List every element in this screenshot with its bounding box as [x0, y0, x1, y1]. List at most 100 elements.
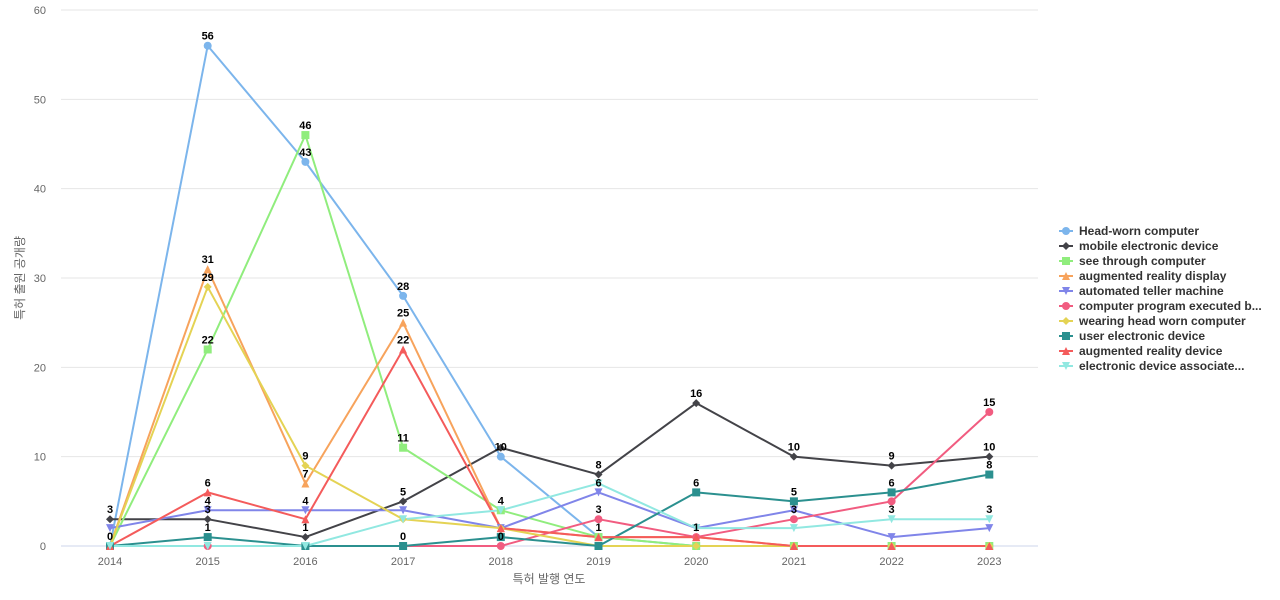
legend-item[interactable]: augmented reality display: [1059, 269, 1227, 283]
series-marker: [399, 443, 408, 452]
series-marker: [203, 533, 212, 542]
x-tick-label: 2018: [489, 556, 513, 568]
series-marker: [692, 524, 701, 533]
legend-label: see through computer: [1079, 254, 1206, 268]
series-marker: [692, 542, 701, 550]
series-marker: [301, 131, 310, 140]
data-label: 1: [302, 522, 308, 534]
series-marker: [106, 515, 114, 524]
series-line: [109, 268, 991, 547]
series-marker: [496, 542, 505, 550]
legend-item[interactable]: Head-worn computer: [1059, 224, 1199, 238]
data-label: 10: [495, 442, 507, 454]
y-tick-label: 10: [34, 452, 46, 464]
legend-item[interactable]: augmented reality device: [1059, 344, 1223, 358]
legend-item[interactable]: user electronic device: [1059, 329, 1205, 343]
series-markers: [106, 41, 994, 550]
series-marker: [1062, 257, 1070, 265]
series-marker: [399, 318, 408, 327]
series-marker: [789, 506, 798, 515]
series-marker: [301, 479, 310, 488]
series-marker: [887, 533, 896, 542]
series-marker: [692, 399, 701, 408]
series-marker: [789, 515, 798, 524]
data-label: 0: [498, 531, 504, 543]
data-label: 6: [889, 477, 895, 489]
series-marker: [789, 452, 798, 461]
series-marker: [1062, 287, 1070, 295]
data-label: 3: [986, 504, 992, 516]
series-line: [109, 44, 991, 547]
series-marker: [594, 479, 603, 488]
x-tick-label: 2021: [782, 556, 806, 568]
data-label: 56: [202, 31, 214, 43]
x-axis-title: 특허 발행 연도: [513, 571, 586, 586]
series-marker: [399, 506, 408, 515]
data-label: 25: [397, 308, 409, 320]
data-label: 10: [788, 442, 800, 454]
data-label: 22: [202, 334, 214, 346]
series-marker: [399, 497, 408, 506]
series-marker: [203, 506, 212, 515]
x-tick-label: 2019: [586, 556, 610, 568]
data-label: 6: [595, 477, 601, 489]
legend-label: automated teller machine: [1079, 284, 1224, 298]
series-marker: [692, 488, 701, 497]
series-lines: [109, 44, 991, 547]
series-marker: [789, 542, 798, 550]
x-tick-label: 2023: [977, 556, 1001, 568]
data-label: 28: [397, 281, 409, 293]
legend-item[interactable]: computer program executed b...: [1059, 299, 1262, 313]
series-marker: [594, 533, 603, 542]
series-marker: [496, 533, 505, 542]
legend-item[interactable]: see through computer: [1059, 254, 1206, 268]
series-marker: [496, 524, 505, 533]
series-marker: [985, 470, 994, 479]
y-tick-label: 60: [34, 5, 46, 17]
legend-item[interactable]: mobile electronic device: [1059, 239, 1219, 253]
data-label: 4: [498, 495, 505, 507]
legend-label: augmented reality display: [1079, 269, 1227, 283]
series-marker: [399, 345, 408, 354]
data-label: 9: [302, 451, 308, 463]
data-label: 43: [299, 147, 311, 159]
data-label: 3: [595, 504, 601, 516]
legend-item[interactable]: electronic device associate...: [1059, 359, 1244, 373]
legend-label: wearing head worn computer: [1078, 314, 1246, 328]
legend-label: computer program executed b...: [1079, 299, 1262, 313]
data-label: 5: [791, 486, 797, 498]
series-marker: [203, 542, 212, 550]
series-marker: [203, 282, 212, 291]
series-marker: [1062, 347, 1070, 355]
y-axis-ticks: 0 10 20 30 40 50 60: [34, 5, 46, 553]
series-marker: [301, 461, 310, 470]
series-marker: [985, 452, 994, 461]
series-marker: [301, 157, 310, 166]
y-tick-label: 40: [34, 184, 46, 196]
legend-label: electronic device associate...: [1079, 359, 1244, 373]
series-marker: [203, 488, 212, 497]
series-marker: [1062, 317, 1070, 325]
series-line: [109, 402, 991, 539]
legend-item[interactable]: wearing head worn computer: [1059, 314, 1246, 328]
data-label: 1: [693, 522, 699, 534]
series-marker: [1062, 272, 1070, 280]
x-tick-label: 2020: [684, 556, 708, 568]
series-marker: [203, 265, 212, 274]
series-marker: [1062, 227, 1070, 235]
series-line: [109, 348, 991, 547]
data-label: 9: [889, 451, 895, 463]
data-label: 8: [595, 460, 601, 472]
series-marker: [399, 291, 408, 300]
series-marker: [301, 515, 310, 524]
series-marker: [1062, 242, 1070, 250]
series-marker: [887, 488, 896, 497]
series-marker: [1062, 362, 1070, 370]
y-tick-label: 0: [40, 541, 46, 553]
legend-item[interactable]: automated teller machine: [1059, 284, 1224, 298]
series-line: [109, 134, 991, 547]
data-label: 15: [983, 397, 995, 409]
data-label: 46: [299, 120, 311, 132]
data-label: 22: [397, 334, 409, 346]
series-marker: [1062, 302, 1070, 310]
